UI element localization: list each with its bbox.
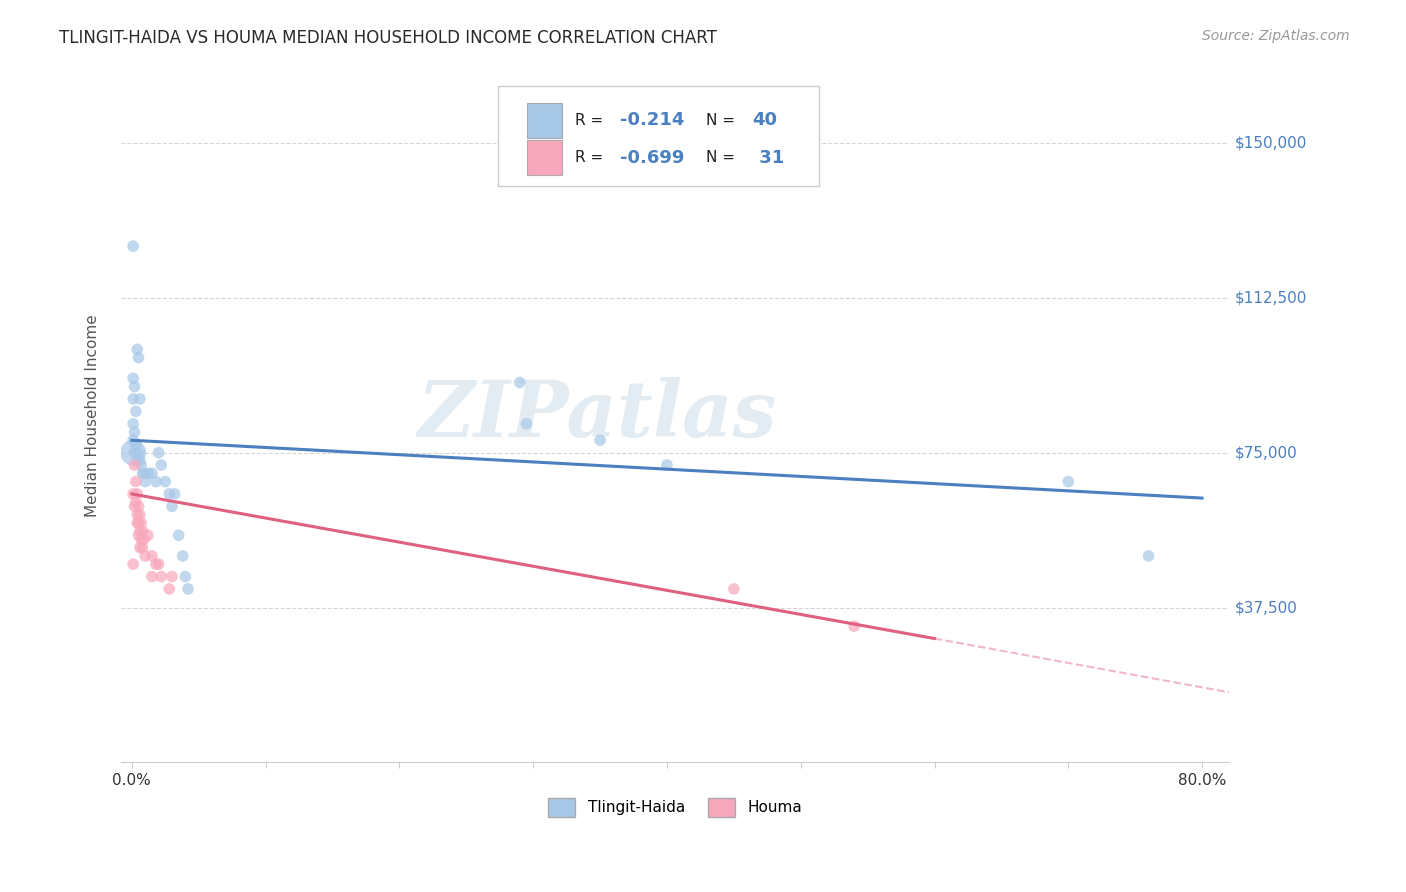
Point: [174, 569, 197, 583]
Point: [515, 417, 537, 431]
Point: [148, 557, 170, 571]
Point: [122, 392, 145, 406]
Point: [122, 239, 145, 253]
Point: [723, 582, 745, 596]
Point: [128, 524, 150, 538]
Point: [127, 487, 149, 501]
Point: [177, 582, 200, 596]
Point: [122, 487, 145, 501]
Point: [157, 582, 180, 596]
Point: [129, 516, 152, 530]
Point: [124, 379, 146, 393]
Point: [127, 343, 149, 357]
Text: -0.699: -0.699: [620, 149, 683, 167]
Point: [128, 541, 150, 555]
Point: [128, 392, 150, 406]
Point: [127, 508, 149, 522]
Point: [122, 417, 145, 431]
Legend: Tlingit-Haida, Houma: Tlingit-Haida, Houma: [540, 790, 810, 824]
Y-axis label: Median Household Income: Median Household Income: [86, 314, 100, 516]
Point: [160, 569, 183, 583]
Point: [160, 500, 183, 514]
Point: [509, 376, 531, 390]
Text: $75,000: $75,000: [1234, 445, 1298, 460]
Point: [172, 549, 194, 563]
Point: [125, 495, 148, 509]
Point: [132, 467, 155, 481]
Point: [128, 516, 150, 530]
Text: N =: N =: [706, 112, 740, 128]
Point: [125, 404, 148, 418]
Point: [128, 445, 150, 459]
Point: [157, 487, 180, 501]
Point: [122, 445, 145, 459]
Point: [128, 454, 150, 468]
Point: [131, 467, 153, 481]
Point: [125, 475, 148, 489]
Text: R =: R =: [575, 112, 609, 128]
Point: [122, 557, 145, 571]
Point: [124, 500, 146, 514]
Point: [655, 458, 678, 472]
Point: [128, 528, 150, 542]
Point: [145, 557, 167, 571]
Text: Source: ZipAtlas.com: Source: ZipAtlas.com: [1202, 29, 1350, 43]
FancyBboxPatch shape: [526, 103, 562, 137]
Point: [1057, 475, 1080, 489]
Point: [155, 475, 177, 489]
Text: 31: 31: [752, 149, 783, 167]
Point: [127, 516, 149, 530]
Point: [122, 371, 145, 385]
Text: -0.214: -0.214: [620, 112, 683, 129]
Point: [132, 533, 155, 547]
Text: $150,000: $150,000: [1234, 136, 1306, 151]
Point: [136, 528, 159, 542]
Text: TLINGIT-HAIDA VS HOUMA MEDIAN HOUSEHOLD INCOME CORRELATION CHART: TLINGIT-HAIDA VS HOUMA MEDIAN HOUSEHOLD …: [59, 29, 717, 46]
Point: [128, 508, 150, 522]
Point: [127, 454, 149, 468]
Point: [150, 569, 173, 583]
Point: [124, 445, 146, 459]
Point: [129, 533, 152, 547]
Point: [145, 475, 167, 489]
Point: [128, 500, 150, 514]
Text: $37,500: $37,500: [1234, 600, 1298, 615]
Point: [136, 467, 159, 481]
Point: [150, 458, 173, 472]
Text: $112,500: $112,500: [1234, 290, 1306, 305]
Point: [129, 458, 152, 472]
FancyBboxPatch shape: [498, 86, 818, 186]
Point: [1137, 549, 1160, 563]
Point: [131, 524, 153, 538]
Point: [124, 425, 146, 439]
FancyBboxPatch shape: [526, 140, 562, 175]
Point: [131, 541, 153, 555]
Point: [141, 549, 163, 563]
Point: [589, 434, 612, 448]
Point: [141, 467, 163, 481]
Point: [124, 458, 146, 472]
Point: [128, 351, 150, 365]
Text: ZIPatlas: ZIPatlas: [418, 377, 778, 454]
Point: [141, 569, 163, 583]
Text: 40: 40: [752, 112, 778, 129]
Text: R =: R =: [575, 150, 609, 165]
Point: [163, 487, 186, 501]
Text: N =: N =: [706, 150, 740, 165]
Point: [125, 437, 148, 451]
Point: [844, 619, 866, 633]
Point: [148, 445, 170, 459]
Point: [122, 434, 145, 448]
Point: [167, 528, 190, 542]
Point: [134, 475, 156, 489]
Point: [134, 549, 156, 563]
